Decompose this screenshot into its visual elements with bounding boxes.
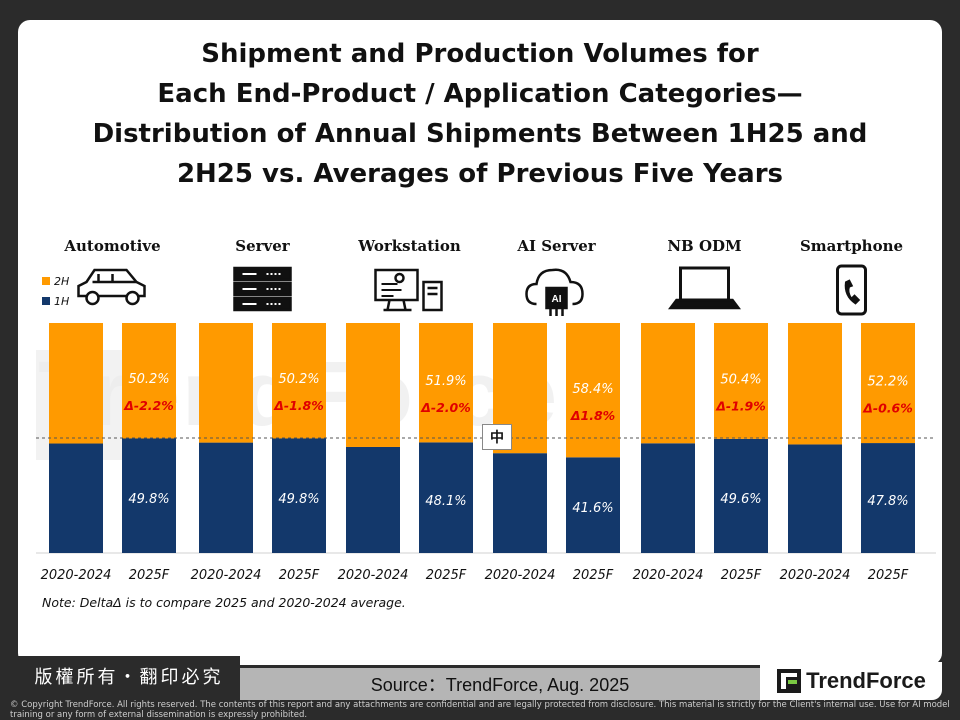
category-label: Smartphone [800,237,903,255]
bar-1h [641,443,695,553]
x-tick-label: 2020-2024 [633,568,704,583]
logo-text: TrendForce [806,668,926,693]
bar-1h [199,442,253,553]
category-label: Automotive [63,237,160,255]
bar-2h [714,323,768,439]
value-label-1h: 48.1% [425,494,466,509]
x-tick-label: 2025F [426,568,467,583]
delta-label: Δ1.8% [570,408,615,423]
svg-text:AI: AI [552,294,562,305]
x-tick-label: 2020-2024 [41,568,112,583]
x-tick-label: 2025F [129,568,170,583]
x-tick-label: 2025F [721,568,762,583]
category-label: Server [235,237,291,255]
x-tick-label: 2020-2024 [485,568,556,583]
delta-label: Δ-1.9% [715,398,766,413]
title-line: Distribution of Annual Shipments Between… [92,119,868,149]
legend-label: 2H [54,275,69,288]
legend-swatch [42,297,50,305]
x-tick-label: 2025F [279,568,320,583]
x-tick-label: 2020-2024 [780,568,851,583]
delta-label: Δ-2.0% [420,400,471,415]
car-icon [77,268,146,306]
bar-2h [419,323,473,443]
bar-2h [861,323,915,444]
category-label: NB ODM [667,237,741,255]
chart-note: Note: DeltaΔ is to compare 2025 and 2020… [42,595,406,610]
value-label-2h: 50.2% [278,372,319,387]
value-label-2h: 52.2% [867,374,908,389]
bar-2h [641,323,695,444]
bar-2h [346,323,400,447]
bar-1h [419,442,473,553]
bar-1h [788,444,842,553]
value-label-2h: 51.9% [425,374,466,389]
bar-2h [199,323,253,443]
bar-1h [49,443,103,553]
delta-label: Δ-1.8% [273,398,324,413]
bar-2h [49,323,103,444]
server-icon [233,266,292,312]
trendforce-logo-icon [777,669,802,693]
value-label-1h: 49.6% [720,492,761,507]
x-tick-label: 2020-2024 [338,568,409,583]
bar-1h [122,438,176,553]
value-label-2h: 58.4% [572,382,613,397]
title-line: Shipment and Production Volumes for [201,39,759,69]
value-label-1h: 41.6% [572,501,613,516]
source-label: Source：TrendForce, Aug. 2025 [240,668,760,700]
laptop-icon [668,266,741,310]
x-tick-label: 2025F [868,568,909,583]
ai-cloud-icon: AI [525,268,584,316]
title-line: 2H25 vs. Averages of Previous Five Years [176,159,784,189]
bar-2h [788,323,842,445]
bar-2h [566,323,620,458]
x-tick-label: 2020-2024 [191,568,262,583]
bar-2h [122,323,176,439]
legend-swatch [42,277,50,285]
chart-title: Shipment and Production Volumes for Each… [18,34,942,194]
bar-1h [714,438,768,553]
chinese-badge[interactable]: 中 [482,424,512,450]
copyright-notice-cn: 版權所有・翻印必究 [18,656,240,696]
workstation-icon [374,268,443,312]
value-label-1h: 49.8% [128,492,169,507]
bar-1h [346,446,400,553]
value-label-1h: 47.8% [867,494,908,509]
category-label: Workstation [357,237,461,255]
trendforce-logo: TrendForce [760,662,942,700]
bar-2h [272,323,326,439]
category-label: AI Server [516,237,596,255]
delta-label: Δ-2.2% [123,398,174,413]
bar-1h [861,443,915,553]
copyright-disclaimer: © Copyright TrendForce. All rights reser… [10,700,950,720]
value-label-2h: 50.2% [128,372,169,387]
bar-1h [493,453,547,553]
legend-label: 1H [54,295,69,308]
delta-label: Δ-0.6% [862,400,913,415]
title-line: Each End-Product / Application Categorie… [157,79,803,109]
x-tick-label: 2025F [573,568,614,583]
bar-1h [566,457,620,553]
bar-1h [272,438,326,553]
value-label-2h: 50.4% [720,372,761,387]
value-label-1h: 49.8% [278,492,319,507]
smartphone-icon [836,264,867,316]
